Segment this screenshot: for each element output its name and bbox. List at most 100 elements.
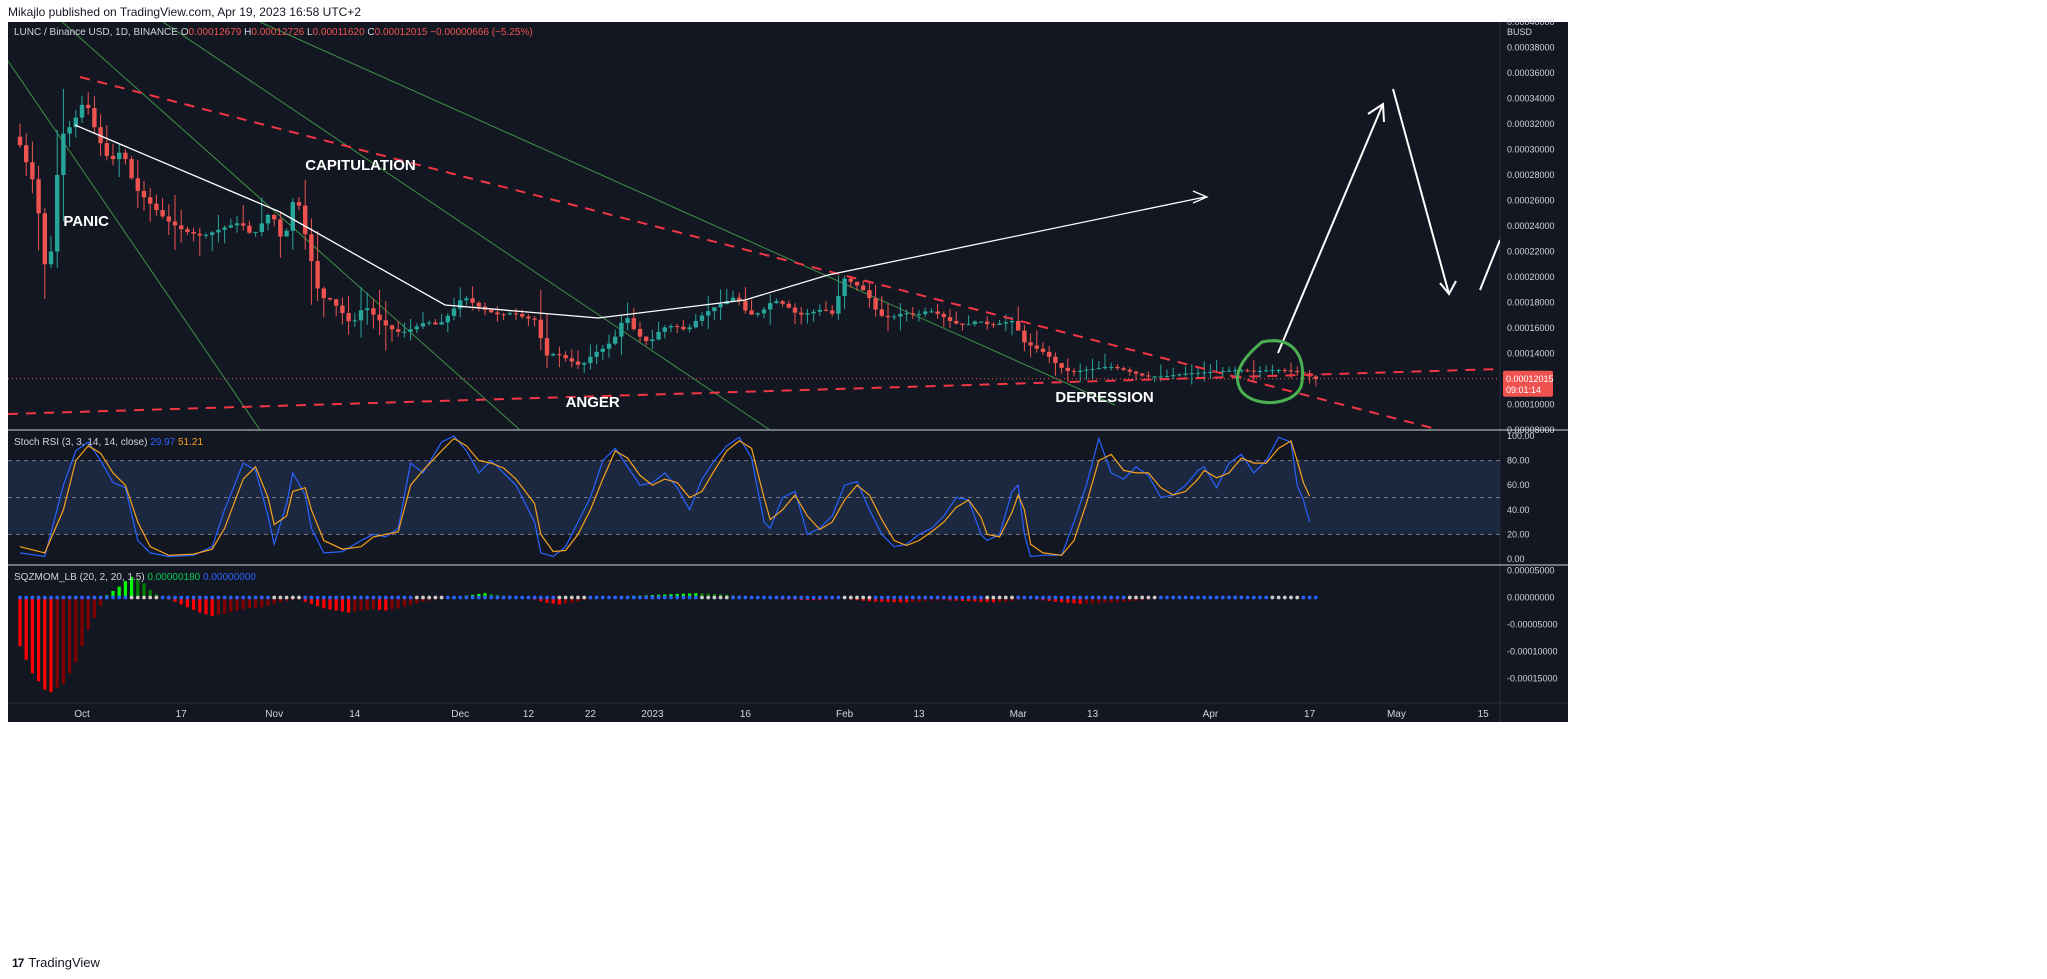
squeeze-dot bbox=[414, 595, 419, 600]
price-tick-label: 0.00034000 bbox=[1507, 94, 1555, 104]
momentum-bar bbox=[911, 597, 915, 603]
candle-body bbox=[1009, 320, 1015, 323]
symbol-title: LUNC / Binance USD, 1D, BINANCE bbox=[14, 27, 181, 38]
squeeze-dot bbox=[334, 595, 339, 600]
candle-body bbox=[1164, 376, 1170, 378]
momentum-bar bbox=[185, 597, 189, 608]
candle bbox=[656, 321, 661, 341]
squeeze-dot bbox=[1022, 595, 1027, 600]
candle-body bbox=[910, 313, 915, 315]
momentum-bar bbox=[353, 597, 357, 612]
candle bbox=[644, 336, 649, 346]
momentum-bar bbox=[136, 579, 140, 598]
squeeze-dot bbox=[718, 595, 723, 600]
candle-body bbox=[365, 308, 370, 311]
candle-body bbox=[656, 331, 661, 340]
squeeze-dot bbox=[700, 595, 704, 600]
squeeze-dot bbox=[650, 595, 655, 600]
candle-body bbox=[879, 309, 884, 316]
momentum-bar bbox=[117, 586, 121, 598]
squeeze-dot bbox=[923, 595, 928, 600]
candle bbox=[272, 213, 277, 227]
price-tick-label: 0.00016000 bbox=[1507, 323, 1555, 333]
squeeze-dot bbox=[445, 595, 450, 600]
candle bbox=[30, 141, 35, 194]
momentum-bar bbox=[241, 597, 245, 610]
squeeze-dot bbox=[197, 595, 202, 600]
candle-body bbox=[1127, 369, 1132, 372]
squeeze-dot bbox=[266, 595, 270, 600]
candle-body bbox=[1245, 370, 1250, 372]
squeeze-dot bbox=[1072, 595, 1076, 600]
squeeze-dot bbox=[551, 595, 556, 600]
candle bbox=[929, 308, 934, 313]
candle bbox=[606, 334, 612, 358]
candle-body bbox=[383, 320, 388, 326]
momentum-bar bbox=[483, 593, 487, 598]
last-price-badge bbox=[1503, 370, 1553, 397]
squeeze-dot bbox=[228, 595, 233, 600]
candle bbox=[1270, 364, 1275, 375]
candle bbox=[1177, 373, 1182, 377]
candle bbox=[575, 350, 581, 369]
candle-body bbox=[730, 297, 736, 301]
momentum-bar bbox=[130, 576, 134, 598]
price-tick-label: 0.00028000 bbox=[1507, 170, 1555, 180]
candle-body bbox=[867, 290, 872, 299]
rsi-tick-label: 100.00 bbox=[1507, 431, 1535, 441]
squeeze-dot bbox=[42, 595, 47, 600]
momentum-bar bbox=[1072, 597, 1076, 604]
candle bbox=[1127, 367, 1132, 376]
squeeze-dot bbox=[1245, 595, 1250, 600]
squeeze-dot bbox=[991, 595, 996, 600]
candle bbox=[823, 301, 829, 312]
squeeze-dot bbox=[123, 595, 128, 600]
candle-body bbox=[972, 321, 977, 325]
projection-down-line bbox=[1392, 88, 1450, 295]
candle bbox=[941, 311, 946, 328]
momentum-bar bbox=[99, 597, 103, 606]
candle-body bbox=[637, 328, 643, 337]
momentum-bar bbox=[1091, 597, 1095, 604]
candle bbox=[433, 318, 438, 325]
momentum-bar bbox=[216, 597, 220, 615]
squeeze-dot bbox=[892, 595, 897, 600]
candle-body bbox=[340, 305, 345, 314]
candle-body bbox=[513, 313, 519, 315]
squeeze-dot bbox=[328, 595, 332, 600]
squeeze-dot bbox=[1152, 595, 1157, 600]
squeeze-dot bbox=[588, 595, 593, 600]
candle bbox=[470, 286, 475, 311]
candle bbox=[563, 351, 568, 362]
candle-body bbox=[631, 318, 636, 329]
trend-annotation-line bbox=[74, 124, 1206, 319]
footer-brand[interactable]: 17 TradingView bbox=[12, 955, 100, 970]
momentum-bar bbox=[1103, 597, 1107, 603]
candle bbox=[284, 228, 289, 237]
time-tick-label: 17 bbox=[1304, 709, 1316, 720]
candle-body bbox=[1158, 376, 1163, 378]
squeeze-dot bbox=[1307, 595, 1312, 600]
squeeze-dot bbox=[470, 595, 475, 600]
candle bbox=[904, 309, 909, 322]
squeeze-dot bbox=[259, 595, 264, 600]
candle-body bbox=[1208, 371, 1213, 373]
candle bbox=[104, 125, 109, 161]
candle-body bbox=[1016, 320, 1021, 331]
candle bbox=[935, 303, 940, 319]
candle-body bbox=[1053, 356, 1058, 364]
squeeze-dot bbox=[607, 595, 611, 600]
candle bbox=[1251, 360, 1256, 382]
candle bbox=[135, 160, 140, 208]
candle bbox=[1016, 306, 1021, 331]
rsi-tick-label: 20.00 bbox=[1507, 529, 1530, 539]
candle-body bbox=[693, 320, 698, 328]
candle-body bbox=[520, 313, 525, 317]
projection-up-line bbox=[1277, 103, 1384, 354]
candle-body bbox=[749, 310, 754, 315]
momentum-bar bbox=[905, 597, 909, 603]
candle-body bbox=[817, 309, 822, 312]
momentum-bar bbox=[1078, 597, 1082, 604]
squeeze-dot bbox=[371, 595, 376, 600]
